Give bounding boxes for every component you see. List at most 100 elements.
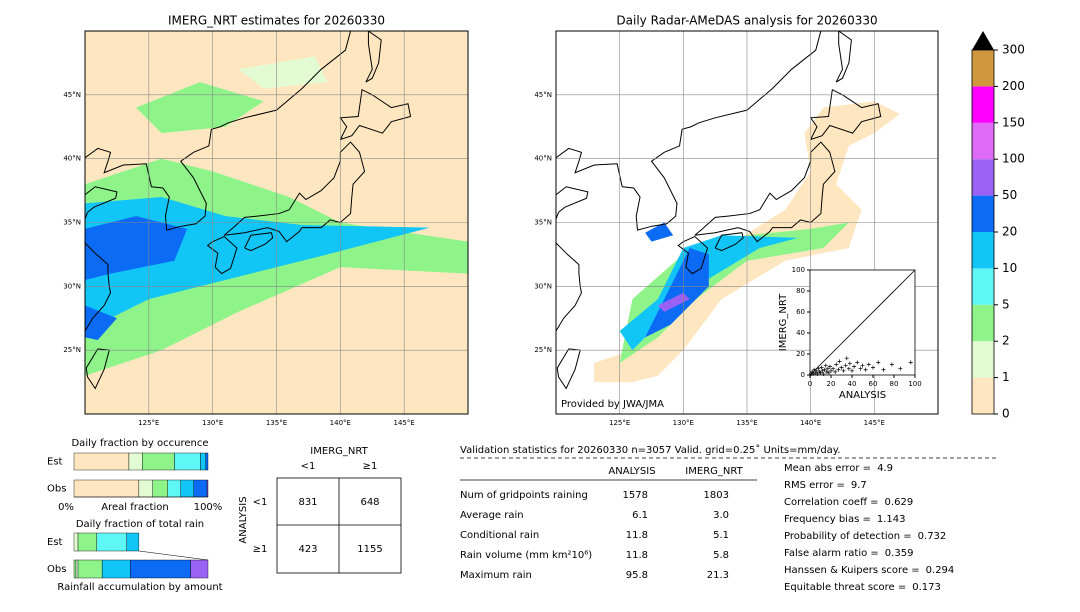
colorbar-label: 50 — [1002, 188, 1017, 202]
table-cell: 423 — [298, 544, 317, 555]
y-tick-label: 45°N — [534, 91, 552, 99]
score: Equitable threat score = 0.173 — [784, 582, 941, 593]
scatter-point — [829, 368, 833, 373]
row-label: Num of gridpoints raining — [460, 490, 588, 501]
colorbar-cell — [972, 122, 994, 160]
stat-value: 1578 — [623, 490, 648, 501]
rain-field — [238, 56, 328, 89]
x-axis-label: Rainfall accumulation by amount — [57, 582, 222, 593]
bar-segment — [75, 559, 79, 579]
rain-field — [619, 235, 798, 351]
bar-segment — [193, 479, 208, 498]
bar-segment — [200, 452, 207, 471]
scatter-point — [898, 366, 903, 371]
score-value: 0.629 — [885, 497, 914, 508]
score: Hanssen & Kuipers score = 0.294 — [784, 565, 954, 576]
scatter-point — [889, 362, 894, 367]
coastline — [714, 232, 744, 252]
scatter-point — [826, 370, 831, 375]
map-frame — [555, 30, 939, 415]
bar-segment — [73, 559, 77, 579]
y-tick-label: 0 — [801, 371, 805, 379]
score-label: False alarm ratio = — [784, 548, 879, 559]
bar-segment — [128, 452, 143, 471]
score: Mean abs error = 4.9 — [784, 463, 893, 474]
bar-segment — [73, 452, 130, 471]
y-tick-label: 30°N — [63, 282, 81, 290]
score-value: 0.173 — [912, 582, 941, 593]
x-tick-label: 140°E — [330, 419, 351, 427]
scatter-point — [839, 365, 844, 370]
chart-title: Daily fraction by occurence — [71, 438, 208, 449]
scatter-point — [876, 360, 881, 365]
bar-segment — [96, 532, 127, 552]
column-header: IMERG_NRT — [685, 466, 743, 477]
x-left-label: 0% — [58, 502, 74, 513]
bar-segment — [205, 452, 209, 471]
credit: Provided by JWA/JMA — [561, 399, 664, 410]
x-axis-label: ANALYSIS — [839, 390, 886, 401]
scatter-point — [881, 367, 886, 372]
scatter-point — [823, 363, 828, 368]
score-value: 1.143 — [877, 514, 906, 525]
score: Probability of detection = 0.732 — [784, 531, 946, 542]
score-label: RMS error = — [784, 480, 845, 491]
colorbar-cell — [972, 195, 994, 232]
bar-segment — [180, 479, 194, 498]
stat-value: 5.1 — [713, 530, 729, 541]
score-label: Probability of detection = — [784, 531, 912, 542]
scatter-point — [855, 360, 860, 365]
scatter-point — [827, 364, 832, 369]
scatter-point — [834, 362, 839, 367]
colorbar-label: 100 — [1002, 152, 1025, 166]
row-label: Conditional rain — [460, 530, 539, 541]
map-title: Daily Radar-AMeDAS analysis for 20260330 — [616, 14, 877, 28]
colorbar-cell — [972, 232, 994, 269]
coastline — [85, 186, 118, 221]
scatter-point — [908, 360, 913, 365]
scatter-point — [843, 363, 848, 368]
y-tick-label: 35°N — [63, 219, 81, 227]
score: False alarm ratio = 0.359 — [784, 548, 913, 559]
coastline — [677, 235, 709, 275]
bar-segment — [101, 559, 131, 579]
row-label: Average rain — [460, 510, 524, 521]
colorbar-label: 20 — [1002, 225, 1017, 239]
x-tick-label: 125°E — [138, 419, 159, 427]
bar-segment — [73, 532, 79, 552]
row-label: Est — [47, 537, 63, 548]
scatter-point — [811, 371, 816, 376]
colorbar-cell — [972, 341, 994, 378]
scatter-point — [852, 364, 857, 369]
coastline — [85, 31, 352, 231]
bar-segment — [174, 452, 201, 471]
row-title: ANALYSIS — [238, 496, 249, 543]
scatter-point — [815, 371, 820, 376]
coastline — [85, 348, 110, 390]
colorbar-cell — [972, 50, 994, 87]
score-label: Equitable threat score = — [784, 582, 906, 593]
y-tick-label: 100 — [792, 266, 805, 274]
rain-field — [657, 292, 690, 312]
bar-segment — [206, 479, 209, 498]
stats-header: Validation statistics for 20260330 n=305… — [460, 444, 840, 456]
colorbar-label: 5 — [1002, 297, 1010, 311]
scatter-point — [844, 356, 849, 361]
score-label: Hanssen & Kuipers score = — [784, 565, 920, 576]
scatter-point — [871, 365, 875, 370]
x-tick-label: 80 — [890, 380, 899, 388]
x-tick-label: 145°E — [394, 419, 415, 427]
scatter-point — [858, 366, 863, 371]
coastline — [206, 235, 238, 275]
scatter-point — [846, 366, 851, 371]
row-label: Rain volume (mm km²10⁶) — [460, 550, 592, 561]
column-label: ≥1 — [363, 461, 378, 472]
rain-field — [85, 216, 188, 280]
scatter-point — [821, 371, 826, 376]
score-value: 0.359 — [885, 548, 914, 559]
scatter-point — [837, 359, 842, 364]
stat-value: 95.8 — [626, 570, 648, 581]
scatter-point — [819, 365, 824, 370]
coastline — [556, 348, 581, 390]
